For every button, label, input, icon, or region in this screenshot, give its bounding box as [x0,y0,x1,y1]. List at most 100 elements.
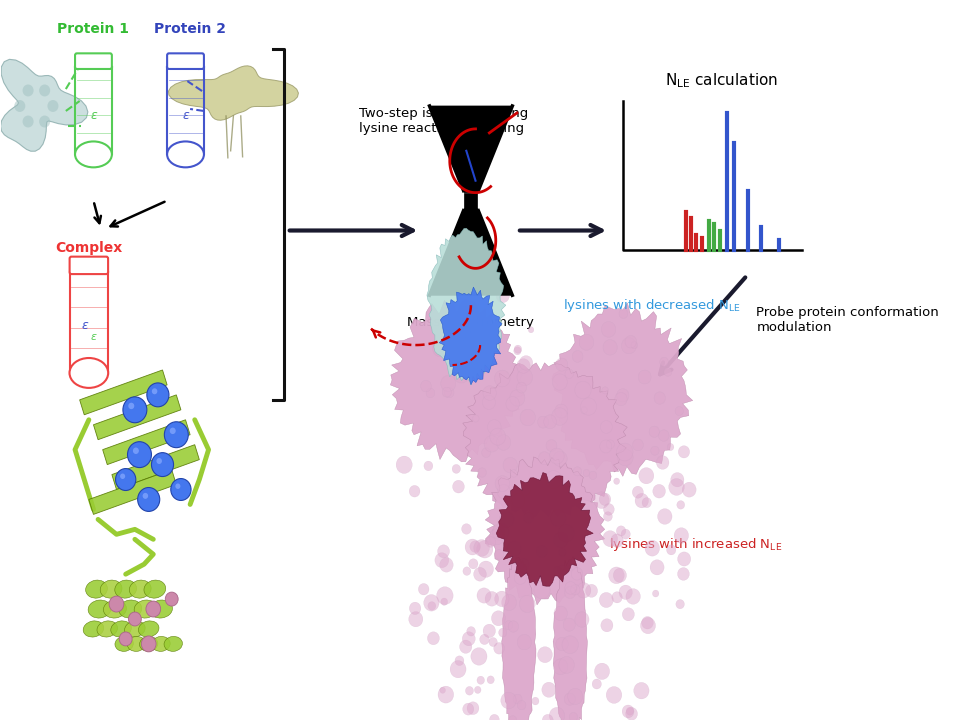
Ellipse shape [144,580,165,598]
Circle shape [583,469,590,477]
Circle shape [454,366,469,383]
Circle shape [603,531,618,547]
Circle shape [499,628,506,637]
Circle shape [600,593,613,608]
Circle shape [638,370,651,384]
Circle shape [622,705,634,718]
Circle shape [494,642,505,654]
Polygon shape [439,287,502,385]
Circle shape [559,657,575,673]
Circle shape [574,467,581,476]
Circle shape [500,511,514,527]
Circle shape [507,541,521,557]
Circle shape [565,369,574,379]
Circle shape [627,707,633,715]
Circle shape [602,387,608,394]
Circle shape [536,545,548,557]
Circle shape [435,553,449,567]
Ellipse shape [152,637,170,651]
Circle shape [424,461,432,471]
Circle shape [510,469,517,477]
Circle shape [619,585,632,599]
Circle shape [409,602,421,614]
Ellipse shape [69,358,109,388]
Circle shape [469,559,478,569]
Circle shape [165,592,178,606]
Circle shape [631,342,637,349]
Circle shape [571,585,580,595]
Circle shape [660,358,669,366]
Circle shape [545,471,562,488]
Circle shape [123,397,147,423]
Circle shape [470,541,480,552]
Ellipse shape [115,637,134,651]
Circle shape [617,389,628,402]
Circle shape [485,591,499,606]
Circle shape [572,350,583,362]
Circle shape [531,697,539,705]
Circle shape [14,100,25,112]
Circle shape [146,601,160,617]
Circle shape [564,693,576,705]
Polygon shape [554,557,587,721]
Circle shape [421,381,431,392]
Polygon shape [88,469,176,514]
Circle shape [428,601,435,610]
Circle shape [489,637,497,647]
Text: Probe protein conformation
modulation: Probe protein conformation modulation [756,306,939,334]
Ellipse shape [167,141,204,167]
Circle shape [524,512,533,523]
Circle shape [651,446,659,455]
Circle shape [616,526,626,536]
Text: Two-step isotope labeling
lysine reactivity profiling: Two-step isotope labeling lysine reactiv… [358,107,528,135]
Circle shape [618,449,633,466]
Circle shape [520,410,535,426]
Circle shape [501,692,516,709]
Circle shape [615,392,628,406]
Circle shape [428,632,439,645]
Circle shape [409,485,420,497]
Circle shape [465,686,474,695]
Circle shape [542,682,555,697]
Circle shape [508,621,519,632]
Circle shape [142,493,148,499]
Circle shape [569,712,578,721]
Circle shape [514,571,527,584]
Circle shape [462,632,476,646]
Circle shape [495,476,509,492]
Circle shape [471,324,483,337]
Circle shape [495,591,509,606]
Circle shape [152,453,174,477]
Circle shape [538,452,551,464]
Circle shape [595,663,609,679]
Circle shape [534,581,550,599]
Polygon shape [0,59,87,151]
Circle shape [517,368,532,386]
Circle shape [137,487,160,511]
Circle shape [440,687,446,694]
Circle shape [438,686,454,703]
Circle shape [555,637,568,651]
Circle shape [580,398,597,415]
Circle shape [492,526,505,539]
Polygon shape [427,229,505,385]
Circle shape [544,415,556,429]
Circle shape [133,448,139,454]
Circle shape [623,608,634,621]
Circle shape [508,716,517,721]
Circle shape [674,528,689,544]
Text: Protein 2: Protein 2 [154,22,226,36]
Circle shape [436,587,454,605]
Ellipse shape [150,600,172,618]
Circle shape [477,541,493,558]
Circle shape [467,627,476,636]
Circle shape [517,358,530,373]
Circle shape [554,606,567,621]
Circle shape [505,621,513,629]
Circle shape [147,383,169,407]
Polygon shape [390,299,526,462]
Circle shape [487,420,501,435]
Circle shape [669,479,684,495]
Circle shape [564,586,576,598]
Ellipse shape [84,621,104,637]
